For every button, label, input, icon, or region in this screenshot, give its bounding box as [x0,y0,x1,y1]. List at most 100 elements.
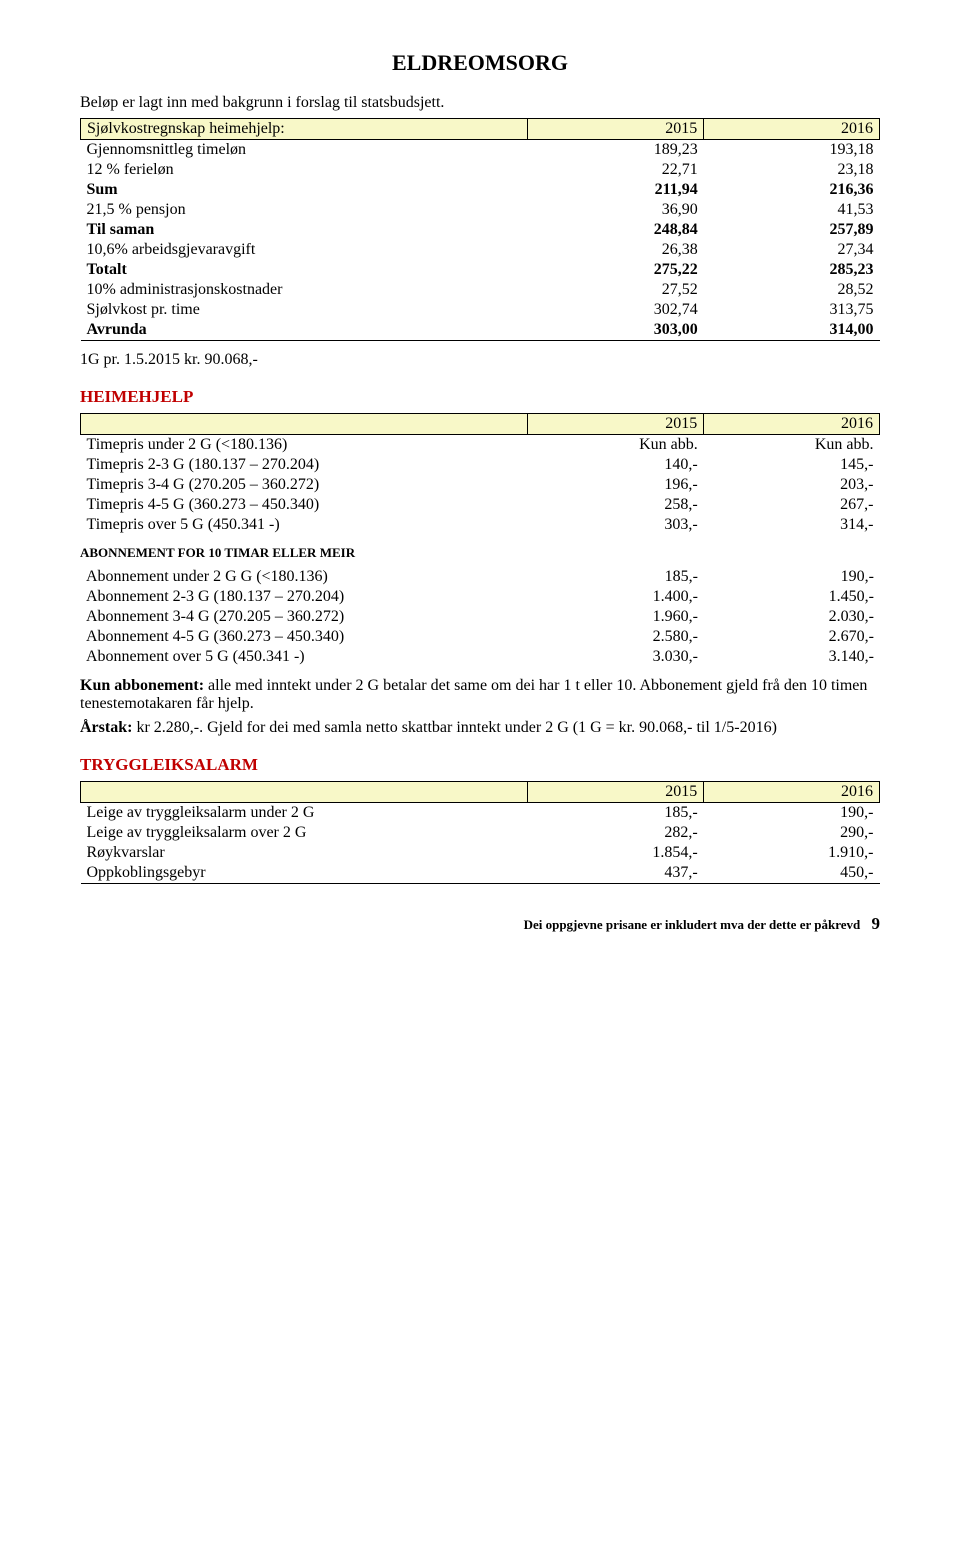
tr-blank [81,782,528,803]
row-val-1: 185,- [528,803,704,824]
row-label: Avrunda [81,320,528,341]
sj-title-cell: Sjølvkostregnskap heimehjelp: [81,119,528,140]
sj-year-2015: 2015 [528,119,704,140]
page-footer: Dei oppgjevne prisane er inkludert mva d… [80,914,880,934]
kun-abbonement-para: Kun abbonement: alle med inntekt under 2… [80,677,880,713]
row-label: Totalt [81,260,528,280]
tr-year-2016: 2016 [704,782,880,803]
trygg-title: TRYGGLEIKSALARM [80,755,880,775]
sj-year-2016: 2016 [704,119,880,140]
row-val-2: 28,52 [704,280,880,300]
row-label: Abonnement 2-3 G (180.137 – 270.204) [80,587,528,607]
row-val-1: Kun abb. [528,435,704,456]
table-row: Avrunda303,00314,00 [81,320,880,341]
row-val-2: 314,00 [704,320,880,341]
hh-year-2015: 2015 [528,414,704,435]
row-label: Gjennomsnittleg timeløn [81,140,528,161]
row-val-2: 1.910,- [704,843,880,863]
row-val-2: 285,23 [704,260,880,280]
row-val-1: 189,23 [528,140,704,161]
trygg-table: 2015 2016 Leige av tryggleiksalarm under… [80,781,880,884]
row-label: Leige av tryggleiksalarm under 2 G [81,803,528,824]
row-label: Røykvarslar [81,843,528,863]
row-label: Timepris 2-3 G (180.137 – 270.204) [81,455,528,475]
table-row: 10,6% arbeidsgjevaravgift26,3827,34 [81,240,880,260]
row-val-1: 185,- [528,567,704,587]
row-label: Abonnement under 2 G G (<180.136) [80,567,528,587]
row-val-2: 203,- [704,475,880,495]
row-val-2: 257,89 [704,220,880,240]
row-val-2: 3.140,- [704,647,880,667]
table-row: Abonnement 4-5 G (360.273 – 450.340)2.58… [80,627,880,647]
row-label: Sjølvkost pr. time [81,300,528,320]
row-val-2: 267,- [704,495,880,515]
tr-year-2015: 2015 [528,782,704,803]
arstak-text: kr 2.280,-. Gjeld for dei med samla nett… [132,719,776,736]
row-val-1: 303,00 [528,320,704,341]
table-row: Abonnement 2-3 G (180.137 – 270.204)1.40… [80,587,880,607]
row-val-1: 3.030,- [528,647,704,667]
kun-abb-label: Kun abbonement: [80,677,204,694]
table-row: Leige av tryggleiksalarm under 2 G185,-1… [81,803,880,824]
table-row: Timepris under 2 G (<180.136)Kun abb.Kun… [81,435,880,456]
row-label: Leige av tryggleiksalarm over 2 G [81,823,528,843]
intro-text: Beløp er lagt inn med bakgrunn i forslag… [80,94,880,112]
row-val-1: 36,90 [528,200,704,220]
table-row: Røykvarslar1.854,-1.910,- [81,843,880,863]
table-row: Abonnement under 2 G G (<180.136)185,-19… [80,567,880,587]
row-label: 10% administrasjonskostnader [81,280,528,300]
row-label: Timepris under 2 G (<180.136) [81,435,528,456]
row-label: 10,6% arbeidsgjevaravgift [81,240,528,260]
row-label: Abonnement over 5 G (450.341 -) [80,647,528,667]
row-val-2: 290,- [704,823,880,843]
heimehjelp-table: 2015 2016 Timepris under 2 G (<180.136)K… [80,413,880,535]
g-note: 1G pr. 1.5.2015 kr. 90.068,- [80,351,880,369]
arstak-label: Årstak: [80,719,132,736]
row-val-1: 140,- [528,455,704,475]
row-label: Timepris 3-4 G (270.205 – 360.272) [81,475,528,495]
row-val-2: 193,18 [704,140,880,161]
table-row: Abonnement 3-4 G (270.205 – 360.272)1.96… [80,607,880,627]
row-val-2: 2.670,- [704,627,880,647]
row-val-1: 302,74 [528,300,704,320]
table-row: Timepris over 5 G (450.341 -)303,-314,- [81,515,880,535]
hh-blank [81,414,528,435]
row-val-2: 313,75 [704,300,880,320]
row-val-1: 22,71 [528,160,704,180]
row-label: 12 % ferieløn [81,160,528,180]
row-label: 21,5 % pensjon [81,200,528,220]
table-row: Oppkoblingsgebyr437,-450,- [81,863,880,884]
abonnement-title: ABONNEMENT FOR 10 TIMAR ELLER MEIR [80,545,880,561]
row-val-1: 275,22 [528,260,704,280]
row-label: Abonnement 4-5 G (360.273 – 450.340) [80,627,528,647]
row-val-1: 258,- [528,495,704,515]
footer-page: 9 [872,914,881,933]
row-val-2: 216,36 [704,180,880,200]
table-row: 10% administrasjonskostnader27,5228,52 [81,280,880,300]
row-val-2: 23,18 [704,160,880,180]
table-row: Sum211,94216,36 [81,180,880,200]
row-val-2: 190,- [704,803,880,824]
table-row: Timepris 3-4 G (270.205 – 360.272)196,-2… [81,475,880,495]
table-row: Til saman248,84257,89 [81,220,880,240]
hh-year-2016: 2016 [704,414,880,435]
row-val-1: 196,- [528,475,704,495]
table-row: Abonnement over 5 G (450.341 -)3.030,-3.… [80,647,880,667]
row-val-1: 26,38 [528,240,704,260]
row-label: Timepris 4-5 G (360.273 – 450.340) [81,495,528,515]
table-row: 21,5 % pensjon36,9041,53 [81,200,880,220]
row-val-2: 314,- [704,515,880,535]
row-val-2: 450,- [704,863,880,884]
row-val-1: 211,94 [528,180,704,200]
row-val-1: 2.580,- [528,627,704,647]
table-row: Gjennomsnittleg timeløn189,23193,18 [81,140,880,161]
sjolvkost-table: Sjølvkostregnskap heimehjelp: 2015 2016 … [80,118,880,341]
row-val-2: 145,- [704,455,880,475]
row-val-1: 437,- [528,863,704,884]
page-title: ELDREOMSORG [80,50,880,76]
row-val-2: 2.030,- [704,607,880,627]
row-label: Oppkoblingsgebyr [81,863,528,884]
row-val-1: 303,- [528,515,704,535]
row-val-1: 1.854,- [528,843,704,863]
row-val-1: 248,84 [528,220,704,240]
